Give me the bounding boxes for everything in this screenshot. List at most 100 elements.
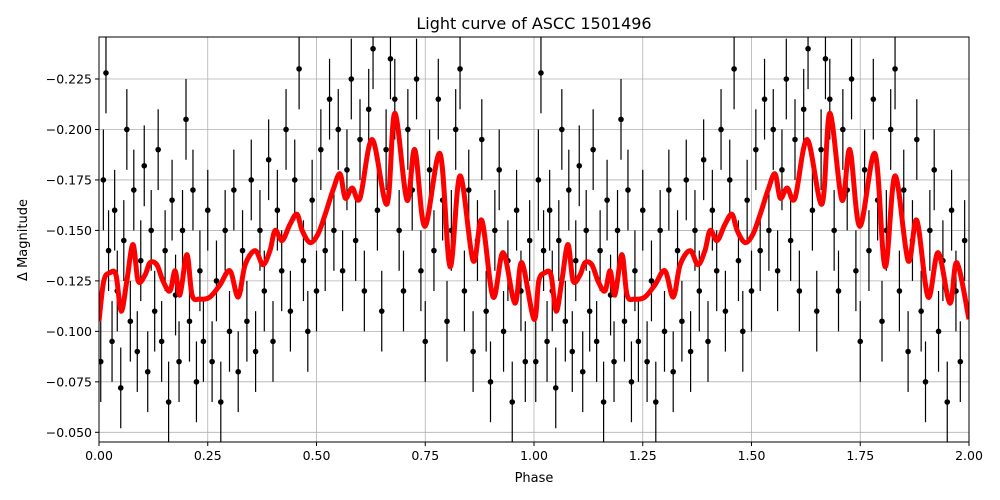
data-point: [120, 237, 127, 244]
data-point: [657, 227, 663, 234]
observation-point: [378, 270, 385, 352]
observation-point: [226, 290, 233, 372]
observation-point: [935, 290, 942, 372]
observation-point: [635, 301, 642, 382]
data-point: [526, 237, 533, 244]
observation-point: [566, 149, 572, 231]
observation-point: [683, 139, 690, 221]
observation-point: [291, 139, 298, 221]
x-tick-label: 1.25: [629, 448, 657, 463]
data-point: [287, 308, 294, 314]
observation-point: [822, 37, 829, 100]
data-point: [162, 247, 168, 254]
data-point: [896, 288, 903, 294]
observation-point: [169, 159, 175, 241]
observation-point: [496, 129, 503, 211]
observation-point: [99, 321, 104, 403]
x-tick-label: 1.75: [846, 448, 874, 463]
observation-point: [948, 169, 955, 251]
data-point: [538, 70, 544, 76]
data-point: [579, 368, 586, 375]
observation-point: [853, 230, 859, 312]
observation-point: [137, 220, 144, 302]
observation-point: [287, 270, 294, 352]
y-axis: −0.225 −0.200 −0.175 −0.150 −0.125 −0.100 −0.0…: [46, 71, 99, 440]
observation-point: [905, 311, 911, 392]
data-point: [435, 96, 442, 102]
observation-point: [155, 109, 161, 191]
data-point: [590, 146, 596, 153]
observation-point: [283, 89, 289, 170]
observation-point: [278, 230, 285, 312]
data-point: [248, 177, 255, 183]
data-point: [487, 379, 494, 385]
observation-point: [176, 321, 182, 403]
data-point: [761, 96, 768, 102]
y-axis-label: Δ Magnitude: [16, 199, 31, 281]
data-point: [418, 267, 424, 274]
data-point: [840, 126, 846, 133]
data-point: [740, 328, 746, 335]
data-point: [744, 197, 750, 203]
observation-point: [105, 210, 112, 291]
observation-point: [339, 230, 346, 312]
data-point: [313, 288, 320, 294]
observation-point: [309, 159, 315, 241]
observation-point: [370, 37, 376, 90]
observation-point: [540, 210, 547, 291]
observation-point: [618, 78, 624, 160]
observation-point: [326, 58, 333, 140]
observation-point: [405, 89, 411, 170]
data-point: [124, 126, 130, 133]
observation-point: [809, 169, 816, 251]
observation-point: [753, 109, 759, 191]
data-point: [546, 207, 553, 214]
observation-point: [726, 139, 733, 221]
data-point: [235, 368, 241, 375]
observation-point: [374, 169, 381, 251]
observation-point: [387, 37, 394, 100]
data-point: [905, 348, 911, 355]
observation-point: [100, 129, 107, 231]
observation-point: [313, 250, 320, 332]
observation-point: [120, 200, 127, 281]
observation-point: [628, 341, 635, 423]
data-point: [800, 106, 807, 113]
x-tick-label: 0.25: [194, 448, 222, 463]
observation-point: [918, 270, 924, 352]
observation-point: [218, 361, 224, 442]
data-point: [252, 348, 259, 355]
data-point: [796, 288, 803, 294]
x-tick-label: 0.75: [411, 448, 439, 463]
observation-point: [400, 250, 407, 332]
x-tick-label: 0.50: [303, 448, 331, 463]
observation-point: [151, 270, 158, 352]
observation-point: [431, 210, 437, 291]
observation-point: [526, 200, 533, 281]
data-point: [792, 136, 798, 143]
observation-point: [740, 290, 746, 372]
data-point: [127, 318, 134, 325]
data-point: [335, 126, 342, 133]
data-point: [857, 338, 864, 345]
data-point: [835, 288, 842, 294]
data-point: [914, 136, 920, 143]
data-point: [683, 177, 690, 183]
observation-point: [840, 89, 846, 170]
data-point: [809, 207, 816, 214]
x-tick-label: 1.00: [520, 448, 548, 463]
observation-point: [722, 270, 729, 352]
data-point: [357, 136, 363, 143]
observations: [99, 37, 968, 442]
data-point: [670, 368, 676, 375]
data-point: [213, 278, 220, 284]
observation-point: [579, 331, 586, 413]
observation-point: [509, 361, 516, 442]
observation-point: [757, 210, 763, 291]
data-point: [331, 227, 337, 234]
data-point: [600, 399, 607, 405]
data-point: [239, 247, 246, 254]
data-point: [831, 227, 837, 234]
data-point: [540, 247, 547, 254]
data-point: [352, 237, 359, 244]
